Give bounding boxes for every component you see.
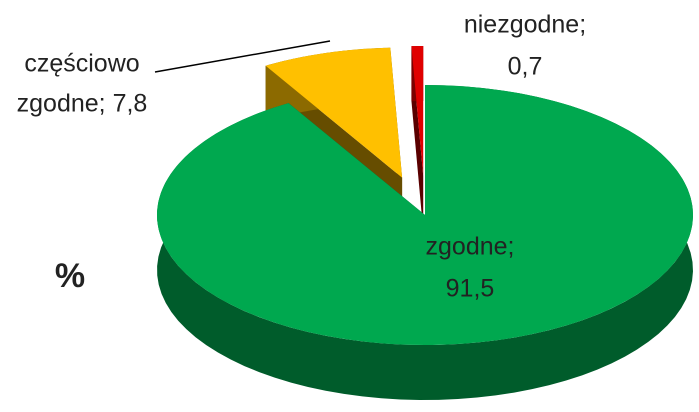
data-label: zgodne; 7,8 xyxy=(17,90,148,118)
pie-slice xyxy=(156,85,693,346)
pie-slice xyxy=(265,47,403,178)
unit-label: % xyxy=(55,257,85,295)
pie xyxy=(156,46,693,400)
data-label: niezgodne; xyxy=(464,11,586,39)
data-label: częściowo xyxy=(24,50,139,78)
pie-slice xyxy=(411,46,424,177)
data-label: 91,5 xyxy=(446,275,495,303)
data-label: 0,7 xyxy=(508,53,543,81)
data-label: zgodne; xyxy=(426,233,515,261)
leader-line xyxy=(154,40,331,73)
